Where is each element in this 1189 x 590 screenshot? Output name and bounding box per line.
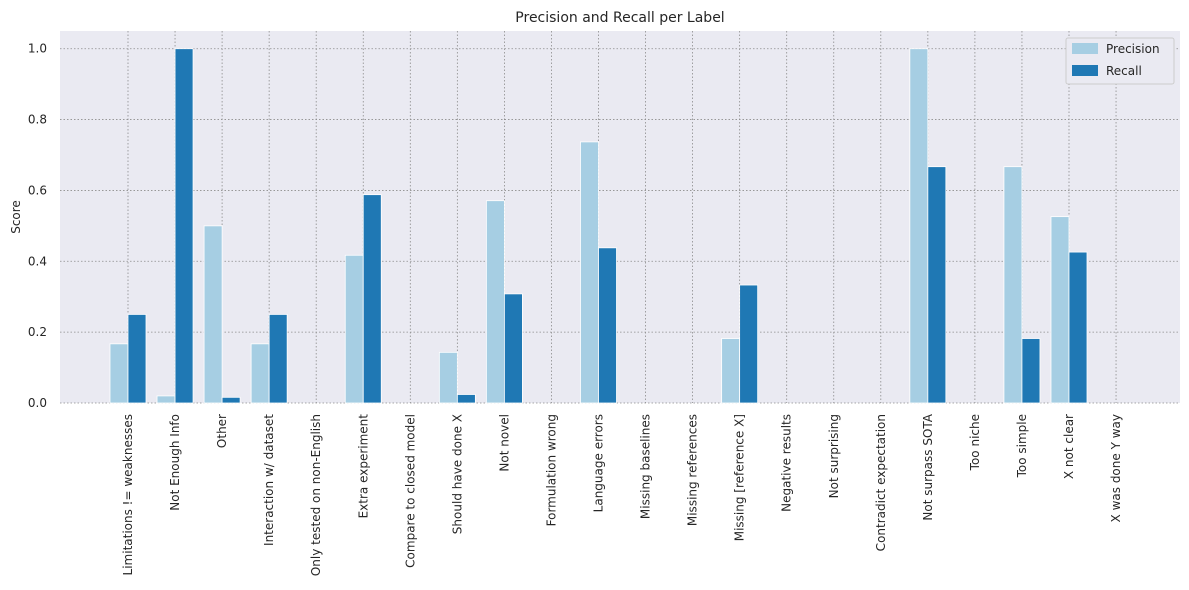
x-tick-label: Should have done X: [450, 414, 464, 534]
bar-precision: [344, 254, 364, 404]
chart-title: Precision and Recall per Label: [515, 10, 724, 26]
bar-recall: [268, 314, 288, 404]
bar-precision: [909, 48, 929, 404]
y-tick-label: 0.8: [28, 113, 47, 127]
legend-label-precision: Precision: [1106, 42, 1160, 56]
bar-recall: [1021, 338, 1041, 404]
plot-area: [60, 31, 1180, 403]
x-tick-label: Missing references: [686, 414, 700, 526]
x-tick-label: X was done Y way: [1109, 414, 1123, 522]
y-tick-label: 1.0: [28, 42, 47, 56]
x-tick-label: Not novel: [497, 414, 511, 472]
x-tick-label: Compare to closed model: [403, 414, 417, 568]
x-tick-label: Missing [reference X]: [733, 414, 747, 541]
bar-recall: [174, 48, 194, 404]
bar-precision: [203, 225, 223, 404]
bar-recall: [503, 293, 523, 404]
x-tick-label: Missing baselines: [639, 414, 653, 519]
x-tick-label: Contradict expectation: [874, 414, 888, 551]
legend-label-recall: Recall: [1106, 64, 1142, 78]
y-axis-label: Score: [9, 200, 23, 234]
x-tick-label: Formulation wrong: [544, 414, 558, 526]
bar-precision: [485, 200, 505, 404]
bar-recall: [362, 194, 382, 404]
bar-recall: [739, 284, 759, 404]
bar-recall: [1068, 251, 1088, 404]
x-tick-label: Other: [215, 414, 229, 448]
bar-precision: [438, 351, 458, 404]
bar-recall: [127, 314, 147, 404]
x-ticks: Limitations != weaknesses Not Enough Info…: [121, 413, 1123, 576]
x-tick-label: Only tested on non-English: [309, 414, 323, 576]
legend: Precision Recall: [1065, 37, 1175, 85]
bar-precision: [1050, 216, 1070, 404]
x-tick-label: Extra experiment: [356, 414, 370, 519]
x-tick-label: Too simple: [1015, 414, 1029, 478]
bar-precision: [580, 141, 599, 404]
x-tick-label: Not surpass SOTA: [921, 413, 935, 520]
y-tick-label: 0.0: [28, 396, 47, 410]
bar-precision: [250, 343, 270, 404]
bar-recall: [456, 394, 476, 404]
y-ticks: 0.0 0.2 0.4 0.6 0.8 1.0: [28, 42, 47, 410]
x-tick-label: Negative results: [780, 414, 794, 512]
y-tick-label: 0.2: [28, 325, 47, 339]
bar-precision: [109, 343, 129, 404]
x-tick-label: Interaction w/ dataset: [262, 414, 276, 546]
bar-precision: [721, 338, 741, 404]
x-tick-label: X not clear: [1062, 414, 1076, 479]
x-tick-label: Not Enough Info: [168, 414, 182, 511]
bar-precision: [1003, 166, 1023, 404]
bar-precision: [156, 395, 176, 404]
legend-swatch-recall: [1072, 65, 1098, 76]
x-tick-label: Too niche: [968, 414, 982, 471]
bar-recall: [221, 396, 241, 404]
x-tick-label: Limitations != weaknesses: [121, 414, 135, 575]
legend-swatch-precision: [1072, 43, 1098, 54]
x-tick-label: Language errors: [592, 414, 606, 512]
x-tick-label: Not surprising: [827, 414, 841, 498]
bars-layer: [109, 48, 1088, 404]
bar-recall: [927, 166, 947, 404]
y-tick-label: 0.4: [28, 254, 47, 268]
bar-recall: [598, 247, 617, 404]
y-tick-label: 0.6: [28, 183, 47, 197]
